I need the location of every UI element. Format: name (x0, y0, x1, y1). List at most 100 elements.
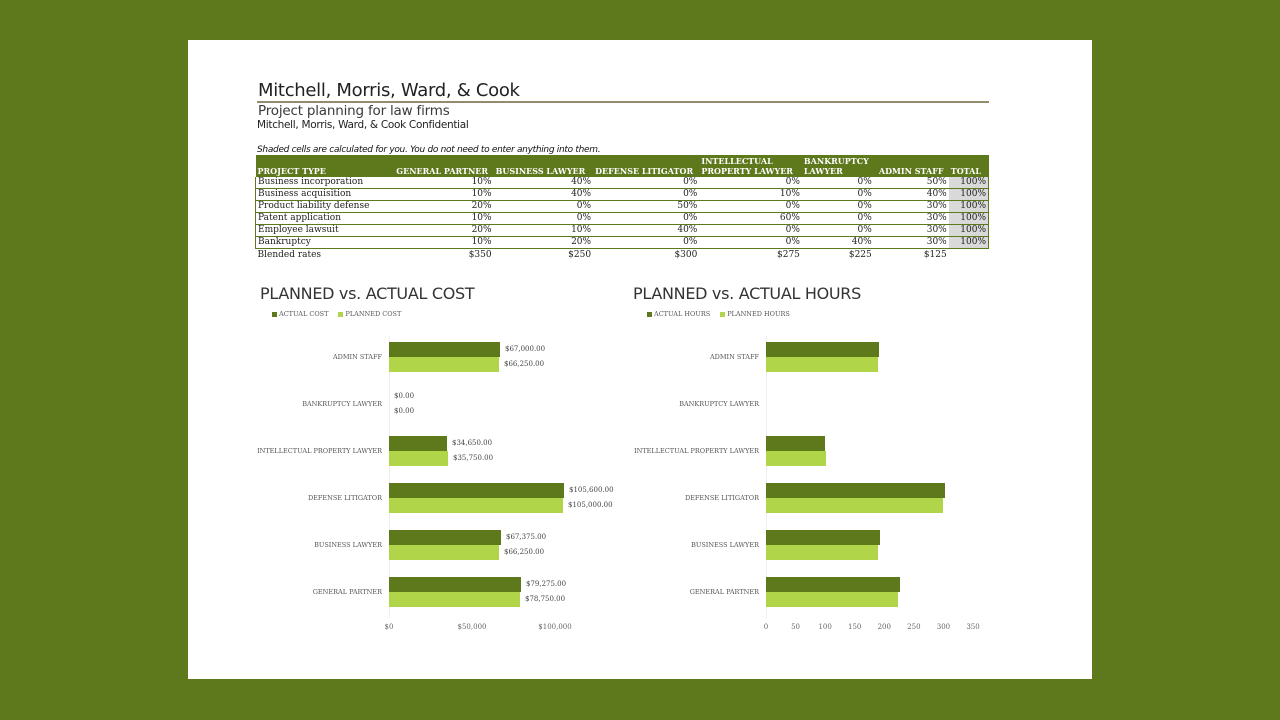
actual-bar[interactable] (766, 342, 879, 357)
col-total[interactable]: TOTAL (948, 155, 989, 177)
cell-bk[interactable]: 0% (801, 188, 874, 201)
cell-as[interactable]: 40% (873, 188, 949, 201)
cell-dl[interactable]: 0% (593, 188, 700, 201)
cell-project-type[interactable]: Product liability defense (255, 200, 395, 213)
cell-total[interactable]: 100% (948, 224, 989, 237)
cell-rate-bl[interactable]: $250 (568, 250, 592, 260)
cell-rate-ip[interactable]: $275 (777, 250, 800, 260)
cell-bl[interactable]: 20% (493, 236, 594, 249)
cell-as[interactable]: 30% (873, 212, 949, 225)
cell-project-type[interactable]: Bankruptcy (255, 236, 395, 249)
cell-rates-label[interactable]: Blended rates (257, 250, 322, 260)
actual-bar[interactable] (389, 342, 500, 357)
cell-gp[interactable]: 20% (394, 224, 494, 237)
cell-gp[interactable]: 20% (394, 200, 494, 213)
x-axis-tick: 0 (763, 623, 769, 631)
cell-dl[interactable]: 40% (593, 224, 700, 237)
actual-bar[interactable] (389, 483, 564, 498)
cell-as[interactable]: 30% (873, 224, 949, 237)
cell-bk[interactable]: 0% (801, 224, 874, 237)
x-axis-tick: 300 (936, 623, 951, 631)
cell-bk[interactable]: 0% (801, 177, 874, 189)
cell-as[interactable]: 30% (873, 236, 949, 249)
cell-bl[interactable]: 10% (493, 224, 594, 237)
cell-gp[interactable]: 10% (394, 188, 494, 201)
cell-ip[interactable]: 60% (699, 212, 802, 225)
cell-bl[interactable]: 0% (493, 200, 594, 213)
cell-ip[interactable]: 10% (699, 188, 802, 201)
cell-rate-gp[interactable]: $350 (468, 250, 492, 260)
actual-bar[interactable] (766, 530, 880, 545)
col-defense-litigator[interactable]: DEFENSE LITIGATOR (593, 155, 700, 177)
col-project-type[interactable]: PROJECT TYPE (255, 155, 395, 177)
cell-ip[interactable]: 0% (699, 236, 802, 249)
planned-bar[interactable] (389, 357, 499, 372)
hours-chart[interactable]: PLANNED vs. ACTUAL HOURS ACTUAL HOURS PL… (561, 280, 1011, 640)
planned-bar[interactable] (766, 451, 826, 466)
planned-bar[interactable] (766, 545, 878, 560)
cost-chart[interactable]: PLANNED vs. ACTUAL COST ACTUAL COST PLAN… (188, 280, 638, 640)
planned-bar[interactable] (389, 592, 520, 607)
planned-bar[interactable] (766, 498, 943, 513)
cell-project-type[interactable]: Business acquisition (255, 188, 395, 201)
worksheet: Mitchell, Morris, Ward, & Cook Project p… (188, 40, 1092, 679)
cell-ip[interactable]: 0% (699, 177, 802, 189)
col-ip-lawyer[interactable]: INTELLECTUAL PROPERTY LAWYER (699, 155, 802, 177)
cell-total[interactable]: 100% (948, 236, 989, 249)
cell-rate-dl[interactable]: $300 (674, 250, 698, 260)
cell-dl[interactable]: 50% (593, 200, 700, 213)
blended-rates-row: Blended rates $350 $250 $300 $275 $225 $… (256, 249, 989, 263)
category-label: DEFENSE LITIGATOR (684, 494, 759, 502)
legend-swatch-actual (272, 311, 277, 317)
cell-total[interactable]: 100% (948, 177, 989, 189)
cell-as[interactable]: 50% (873, 177, 949, 189)
planned-bar[interactable] (389, 498, 563, 513)
planned-bar[interactable] (766, 357, 878, 372)
cell-total[interactable]: 100% (948, 212, 989, 225)
cell-bl[interactable]: 40% (493, 177, 594, 189)
cell-rate-as[interactable]: $125 (923, 250, 947, 260)
category-label: BANKRUPTCY LAWYER (302, 400, 382, 408)
actual-bar[interactable] (766, 483, 945, 498)
cell-bk[interactable]: 40% (801, 236, 874, 249)
value-label: $66,250.00 (504, 360, 545, 368)
col-business-lawyer[interactable]: BUSINESS LAWYER (493, 155, 594, 177)
col-admin-staff[interactable]: ADMIN STAFF (873, 155, 949, 177)
actual-bar[interactable] (766, 436, 825, 451)
actual-bar[interactable] (766, 577, 900, 592)
cell-project-type[interactable]: Business incorporation (255, 177, 395, 189)
cell-rate-total[interactable] (949, 249, 989, 263)
cell-gp[interactable]: 10% (394, 236, 494, 249)
actual-bar[interactable] (389, 530, 501, 545)
x-axis-tick: $100,000 (538, 623, 572, 631)
col-bankruptcy-lawyer[interactable]: BANKRUPTCY LAWYER (801, 155, 874, 177)
cell-total[interactable]: 100% (948, 188, 989, 201)
table-row: Bankruptcy 10% 20% 0% 0% 40% 30% 100% (255, 236, 989, 249)
col-ip-line2: PROPERTY LAWYER (701, 166, 793, 176)
cell-as[interactable]: 30% (873, 200, 949, 213)
cell-bk[interactable]: 0% (801, 212, 874, 225)
cell-dl[interactable]: 0% (593, 212, 700, 225)
col-general-partner[interactable]: GENERAL PARTNER (394, 155, 494, 177)
cell-gp[interactable]: 10% (394, 212, 494, 225)
cell-ip[interactable]: 0% (699, 200, 802, 213)
cell-project-type[interactable]: Employee lawsuit (255, 224, 395, 237)
cell-bl[interactable]: 40% (493, 188, 594, 201)
cell-dl[interactable]: 0% (593, 177, 700, 189)
cell-dl[interactable]: 0% (593, 236, 700, 249)
cell-rate-bk[interactable]: $225 (848, 250, 872, 260)
actual-bar[interactable] (389, 577, 521, 592)
value-label: $78,750.00 (525, 595, 566, 603)
planned-bar[interactable] (389, 545, 499, 560)
cell-total[interactable]: 100% (948, 200, 989, 213)
category-label: BUSINESS LAWYER (314, 541, 382, 549)
cell-ip[interactable]: 0% (699, 224, 802, 237)
planned-bar[interactable] (389, 451, 448, 466)
col-bk-line2: LAWYER (803, 166, 843, 176)
planned-bar[interactable] (766, 592, 898, 607)
cell-bl[interactable]: 0% (493, 212, 594, 225)
actual-bar[interactable] (389, 436, 447, 451)
cell-project-type[interactable]: Patent application (255, 212, 395, 225)
cell-gp[interactable]: 10% (394, 177, 494, 189)
cell-bk[interactable]: 0% (801, 200, 874, 213)
